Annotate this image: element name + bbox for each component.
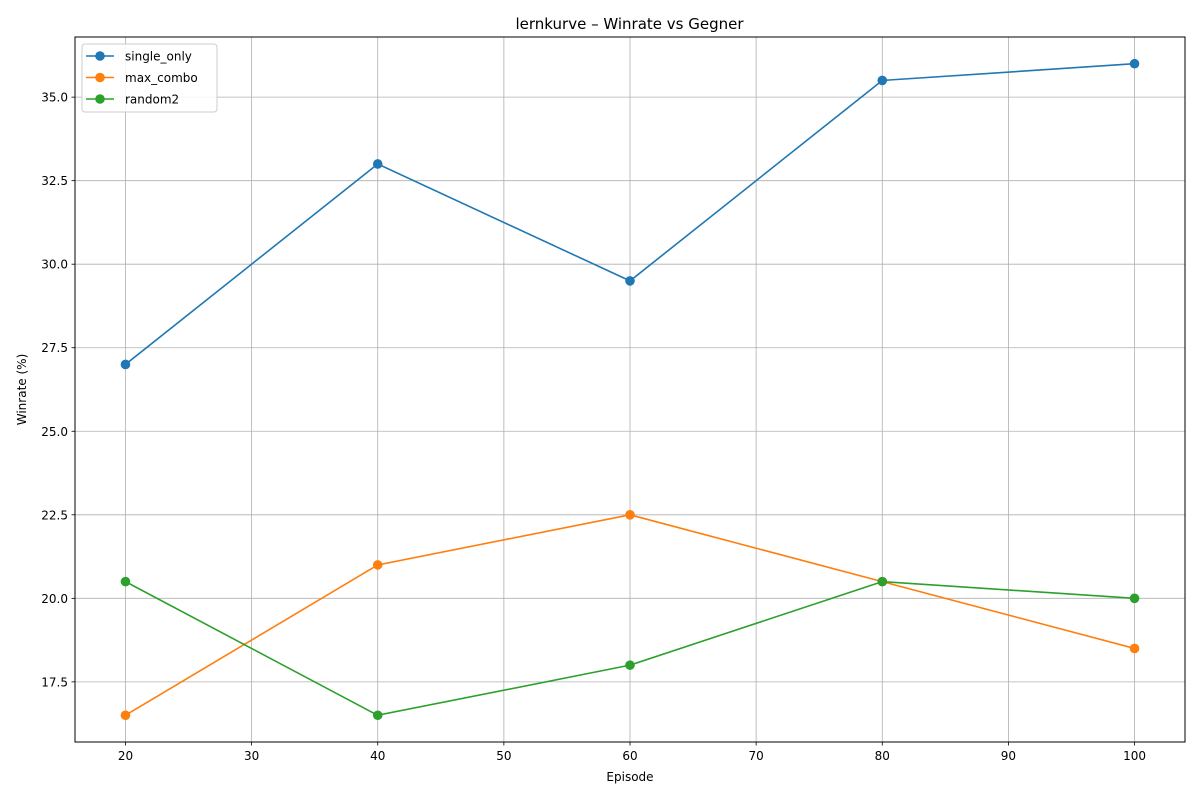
- x-tick-label: 90: [1001, 749, 1016, 763]
- x-axis-label: Episode: [606, 770, 653, 784]
- ticks: 20 30 40 50 60 70 80 90 100 17.5 20.0 22.5 25.0 27.5 3…: [41, 91, 1146, 763]
- y-tick-label: 17.5: [41, 675, 68, 689]
- x-tick-label: 80: [875, 749, 890, 763]
- y-tick-label: 20.0: [41, 592, 68, 606]
- data-point: [1129, 58, 1140, 69]
- y-tick-label: 22.5: [41, 508, 68, 522]
- series-layer: [120, 58, 1140, 721]
- data-point: [625, 276, 635, 286]
- data-point: [625, 509, 635, 520]
- data-point: [877, 75, 888, 86]
- y-tick-label: 35.0: [41, 91, 68, 105]
- data-point: [877, 576, 888, 587]
- legend-marker: [95, 94, 105, 104]
- x-tick-label: 40: [370, 749, 385, 763]
- data-point: [1129, 643, 1140, 654]
- y-tick-label: 25.0: [41, 425, 68, 439]
- legend-label: single_only: [125, 50, 192, 64]
- data-point: [120, 576, 131, 587]
- grid: [75, 37, 1185, 742]
- legend: single_only max_combo random2: [81, 43, 218, 113]
- data-point: [120, 710, 131, 721]
- data-point: [372, 159, 383, 169]
- x-tick-label: 20: [118, 749, 133, 763]
- data-point: [1129, 593, 1140, 604]
- x-tick-label: 70: [748, 749, 763, 763]
- chart-title: lernkurve – Winrate vs Gegner: [516, 15, 745, 33]
- x-tick-label: 30: [244, 749, 259, 763]
- legend-item: single_only: [86, 50, 192, 64]
- data-point: [120, 359, 131, 370]
- x-tick-label: 60: [622, 749, 637, 763]
- x-tick-label: 100: [1123, 749, 1146, 763]
- legend-item: max_combo: [86, 71, 198, 85]
- x-tick-label: 50: [496, 749, 511, 763]
- y-tick-label: 32.5: [41, 174, 68, 188]
- y-tick-label: 27.5: [41, 341, 68, 355]
- legend-label: max_combo: [125, 71, 198, 85]
- data-point: [372, 710, 383, 721]
- series-random2: [120, 576, 1140, 721]
- legend-marker: [95, 72, 105, 83]
- y-axis-label: Winrate (%): [15, 354, 29, 426]
- legend-marker: [95, 51, 105, 61]
- series-single_only: [120, 58, 1140, 370]
- legend-item: random2: [86, 93, 179, 107]
- data-point: [625, 660, 635, 670]
- legend-label: random2: [125, 93, 179, 107]
- data-point: [372, 560, 383, 570]
- y-tick-label: 30.0: [41, 258, 68, 272]
- legend-box: [81, 43, 218, 113]
